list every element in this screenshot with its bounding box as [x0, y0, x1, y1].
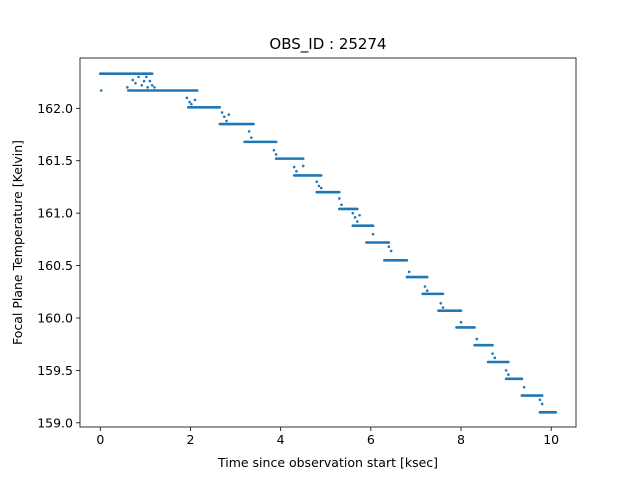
chart-title: OBS_ID : 25274	[269, 35, 386, 54]
y-tick-label: 161.0	[37, 206, 73, 221]
x-axis: 0 2 4 6 8 10	[96, 427, 559, 447]
data-point	[337, 197, 341, 200]
y-tick-label: 161.5	[37, 153, 73, 168]
data-point	[351, 211, 355, 215]
data-point	[441, 306, 445, 309]
data-point	[301, 164, 305, 168]
data-point	[319, 186, 323, 190]
data-point	[131, 78, 135, 82]
data-point	[193, 98, 197, 102]
data-point	[185, 96, 189, 100]
data-point	[522, 385, 526, 389]
data-point	[144, 75, 148, 79]
data-point	[148, 79, 152, 83]
data-point	[220, 111, 224, 114]
data-point	[540, 402, 544, 406]
data-point	[389, 249, 393, 253]
data-point	[274, 153, 278, 156]
data-point	[538, 398, 542, 402]
data-point	[356, 220, 359, 223]
y-tick-label: 162.0	[37, 101, 73, 116]
y-tick-label: 159.0	[37, 415, 73, 430]
data-point	[292, 165, 296, 169]
data-point	[493, 356, 497, 360]
data-points	[98, 72, 558, 414]
data-point	[423, 285, 427, 288]
x-tick-label: 10	[543, 432, 559, 447]
data-point	[142, 79, 146, 83]
data-point	[190, 102, 193, 106]
data-point	[137, 75, 140, 79]
data-point	[353, 216, 357, 219]
data-point	[250, 136, 253, 139]
y-axis: 159.0 159.5 160.0 160.5 161.0 161.5 162.0	[37, 101, 80, 430]
data-point	[227, 113, 231, 116]
data-point	[150, 83, 154, 87]
y-tick-label: 159.5	[37, 363, 73, 378]
data-point	[247, 130, 251, 133]
y-tick-label: 160.0	[37, 310, 73, 325]
x-tick-label: 2	[186, 432, 194, 447]
y-tick-label: 160.5	[37, 258, 73, 273]
plot-area-frame	[79, 57, 577, 428]
x-tick-label: 0	[96, 432, 104, 447]
data-point	[504, 369, 508, 372]
data-point	[126, 86, 129, 89]
data-point	[425, 289, 429, 293]
data-point	[134, 81, 137, 85]
data-point	[225, 119, 228, 123]
data-point	[439, 302, 443, 305]
y-axis-label: Focal Plane Temperature [Kelvin]	[10, 140, 25, 345]
x-tick-label: 4	[277, 432, 285, 447]
data-point	[407, 270, 411, 274]
x-axis-label: Time since observation start [ksec]	[217, 455, 438, 470]
data-point	[146, 86, 149, 89]
data-point	[371, 232, 375, 236]
data-point	[272, 148, 276, 152]
data-point	[188, 100, 191, 104]
data-point	[99, 89, 103, 92]
data-point	[315, 180, 319, 183]
data-point	[491, 352, 494, 355]
x-tick-label: 6	[367, 432, 375, 447]
data-point	[459, 320, 463, 324]
data-point	[295, 169, 298, 173]
data-point	[358, 213, 361, 217]
data-point	[340, 203, 343, 207]
data-point	[222, 115, 226, 119]
data-point	[317, 184, 321, 188]
x-tick-label: 8	[457, 432, 465, 447]
data-point	[140, 83, 144, 87]
data-point	[507, 373, 510, 376]
data-point	[387, 245, 391, 248]
data-point	[153, 86, 156, 89]
data-point	[475, 337, 479, 341]
